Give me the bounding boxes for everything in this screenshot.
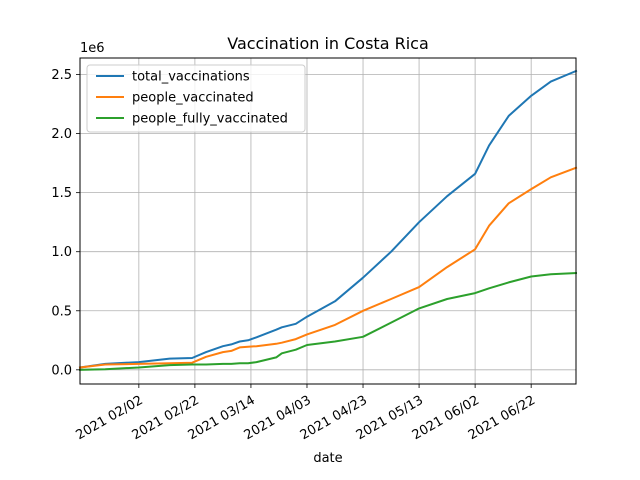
legend-box (86, 64, 306, 133)
legend-entry: people_vaccinated (132, 91, 254, 106)
plot-frame (79, 57, 577, 385)
y-scale-label: 1e6 (80, 41, 105, 56)
y-tick-label: 0.0 (51, 363, 72, 378)
y-tick-label: 2.5 (51, 68, 72, 83)
legend-entry: total_vaccinations (132, 70, 250, 85)
series-line-total_vaccinations (78, 69, 578, 369)
legend: total_vaccinations people_vaccinatedpeopl… (86, 64, 306, 133)
y-tick-label: 1.5 (51, 186, 72, 201)
y-tick-label: 2.0 (51, 127, 72, 142)
chart-title: Vaccination in Costa Rica (227, 34, 429, 53)
series-line-people_fully_vaccinated (78, 271, 578, 371)
y-tick-label: 0.5 (51, 304, 72, 319)
series-line-people_vaccinated (78, 166, 578, 369)
x-axis-label: date (313, 451, 342, 466)
legend-entry: people_fully_vaccinated (132, 112, 288, 127)
series-lines (78, 69, 578, 371)
y-axis-ticks: 0.0 0.5 1.0 1.5 2.0 2.5 (51, 68, 80, 378)
y-tick-label: 1.0 (51, 245, 72, 260)
